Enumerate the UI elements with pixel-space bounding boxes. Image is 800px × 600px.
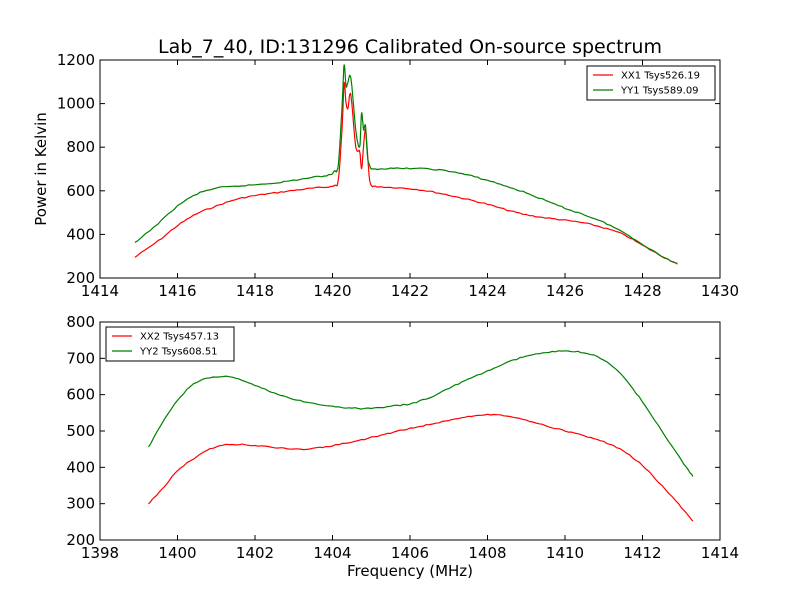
upper-x-tick-label: 1430: [701, 282, 739, 300]
upper-series-group: [134, 64, 678, 265]
upper-legend: XX1 Tsys526.19 YY1 Tsys589.09: [586, 65, 716, 101]
upper-series-line-2: [134, 64, 678, 265]
upper-x-tick-label: 1414: [81, 282, 119, 300]
upper-spectrum-plot: 1414 1416 1418 1420 1422 1424 1426 1428 1430 200 4…: [32, 51, 739, 300]
lower-x-axis-label: Frequency (MHz): [347, 562, 473, 580]
lower-y-tick-label: 500: [66, 422, 95, 440]
lower-legend-label-2: YY2 Tsys608.51: [139, 347, 218, 358]
upper-legend-box: [586, 65, 716, 101]
upper-legend-label-1: XX1 Tsys526.19: [621, 71, 700, 82]
lower-x-tick-label: 1402: [236, 544, 274, 562]
lower-series-line-1: [148, 413, 694, 522]
upper-y-tick-label: 200: [66, 269, 95, 287]
lower-y-tick-label: 600: [66, 386, 95, 404]
upper-x-tick-label: 1420: [313, 282, 351, 300]
lower-spectrum-plot: 1398 1400 1402 1404 1406 1408 1410 1412 1414 200 3…: [66, 313, 739, 580]
upper-x-tick-label: 1418: [236, 282, 274, 300]
upper-x-tick-label: 1416: [158, 282, 196, 300]
upper-y-tick-label: 400: [66, 225, 95, 243]
upper-y-tick-label: 1200: [57, 51, 95, 69]
upper-y-tick-label: 800: [66, 138, 95, 156]
upper-x-tick-label: 1424: [468, 282, 506, 300]
lower-x-tick-label: 1398: [81, 544, 119, 562]
upper-x-tick-label: 1426: [546, 282, 584, 300]
lower-x-tick-label: 1414: [701, 544, 739, 562]
lower-series-line-2: [147, 350, 694, 477]
lower-y-tick-label: 200: [66, 531, 95, 549]
lower-x-tick-label: 1410: [546, 544, 584, 562]
lower-x-tick-label: 1408: [468, 544, 506, 562]
upper-ticks-group: 1414 1416 1418 1420 1422 1424 1426 1428 1430 200 4…: [57, 51, 739, 300]
lower-x-tick-label: 1400: [158, 544, 196, 562]
lower-y-tick-label: 700: [66, 349, 95, 367]
lower-series-group: [147, 350, 694, 522]
upper-y-tick-label: 1000: [57, 95, 95, 113]
lower-legend: XX2 Tsys457.13 YY2 Tsys608.51: [105, 326, 235, 362]
upper-y-tick-label: 600: [66, 182, 95, 200]
lower-y-tick-label: 400: [66, 458, 95, 476]
upper-series-line-1: [134, 81, 678, 264]
upper-legend-label-2: YY1 Tsys589.09: [620, 86, 699, 97]
upper-x-tick-label: 1428: [623, 282, 661, 300]
lower-y-tick-label: 800: [66, 313, 95, 331]
upper-x-tick-label: 1422: [391, 282, 429, 300]
chart-title: Lab_7_40, ID:131296 Calibrated On-source…: [158, 36, 662, 58]
lower-legend-box: [105, 326, 235, 362]
upper-y-axis-label: Power in Kelvin: [32, 112, 50, 226]
lower-x-tick-label: 1404: [313, 544, 351, 562]
lower-ticks-group: 1398 1400 1402 1404 1406 1408 1410 1412 1414 200 3…: [66, 313, 739, 562]
lower-y-tick-label: 300: [66, 495, 95, 513]
lower-legend-label-1: XX2 Tsys457.13: [140, 332, 219, 343]
lower-x-tick-label: 1412: [623, 544, 661, 562]
lower-x-tick-label: 1406: [391, 544, 429, 562]
